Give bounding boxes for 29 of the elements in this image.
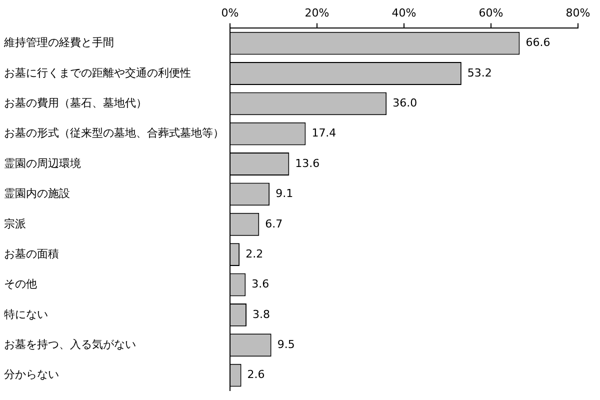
x-tick-label: 20% — [304, 6, 330, 20]
x-tick-label: 40% — [392, 6, 416, 20]
y-tick-label: 宗派 — [4, 217, 26, 230]
x-tick-label: 80% — [566, 6, 590, 20]
y-tick-label: お墓の費用（墓石、墓地代） — [4, 96, 147, 110]
y-tick-label: その他 — [4, 278, 37, 291]
data-label: 9.1 — [276, 187, 294, 200]
data-label: 2.6 — [247, 368, 265, 382]
data-label: 2.2 — [246, 247, 264, 260]
y-tick-label: 分からない — [4, 368, 59, 382]
y-tick-label: お墓の面積 — [4, 247, 59, 260]
data-label: 3.6 — [252, 278, 270, 291]
data-label: 17.4 — [312, 126, 336, 140]
data-label: 53.2 — [467, 66, 492, 80]
y-tick-label: お墓に行くまでの距離や交通の利便性 — [4, 66, 191, 80]
data-label: 36.0 — [392, 96, 418, 110]
data-label: 13.6 — [295, 156, 320, 170]
data-label: 3.8 — [252, 308, 270, 321]
y-tick-label: 維持管理の経費と手間 — [3, 36, 114, 50]
y-tick-label: 霊園の周辺環境 — [4, 156, 81, 170]
y-tick-label: 特にない — [4, 308, 48, 321]
data-label: 9.5 — [277, 338, 295, 351]
data-label: 6.7 — [265, 217, 283, 230]
y-tick-label: お墓を持つ、入る気がない — [4, 338, 136, 351]
y-tick-label: お墓の形式（従来型の墓地、合葬式墓地等） — [4, 126, 224, 140]
x-tick-label: 0% — [221, 6, 239, 20]
data-label: 66.6 — [526, 36, 550, 50]
x-tick-label: 60% — [478, 6, 504, 20]
y-tick-label: 霊園内の施設 — [4, 187, 70, 200]
